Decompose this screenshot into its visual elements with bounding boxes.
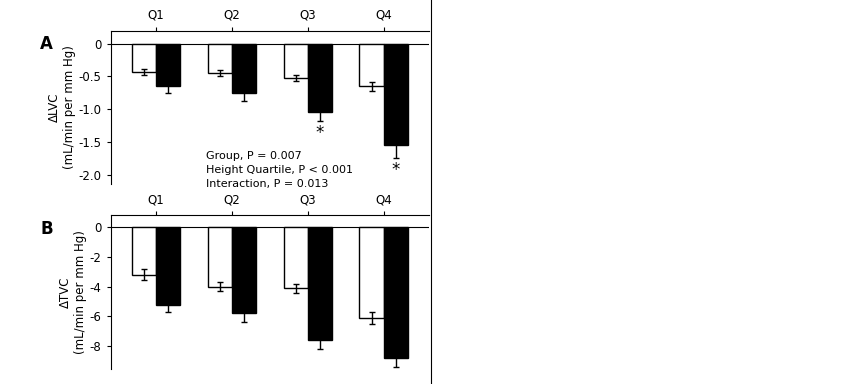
Bar [207, 44, 232, 73]
Bar [383, 44, 408, 145]
Text: A: A [40, 35, 54, 53]
Bar [360, 227, 383, 318]
Text: B: B [40, 220, 53, 238]
Bar [308, 44, 332, 113]
Bar [156, 227, 180, 305]
Y-axis label: ΔLVC
(mL/min per mm Hg): ΔLVC (mL/min per mm Hg) [48, 46, 76, 169]
Bar [284, 227, 308, 288]
Bar [284, 44, 308, 78]
Bar [360, 44, 383, 86]
Bar [132, 227, 156, 275]
Bar [232, 227, 256, 313]
Bar [308, 227, 332, 340]
Text: *: * [392, 161, 400, 179]
Bar [232, 44, 256, 93]
Bar [156, 44, 180, 86]
Y-axis label: ΔTVC
(mL/min per mm Hg): ΔTVC (mL/min per mm Hg) [59, 230, 87, 354]
Text: Group, P = 0.007
Height Quartile, P < 0.001
Interaction, P = 0.013: Group, P = 0.007 Height Quartile, P < 0.… [206, 151, 353, 189]
Text: *: * [316, 124, 324, 142]
Bar [207, 227, 232, 286]
Bar [383, 227, 408, 358]
Bar [132, 44, 156, 72]
